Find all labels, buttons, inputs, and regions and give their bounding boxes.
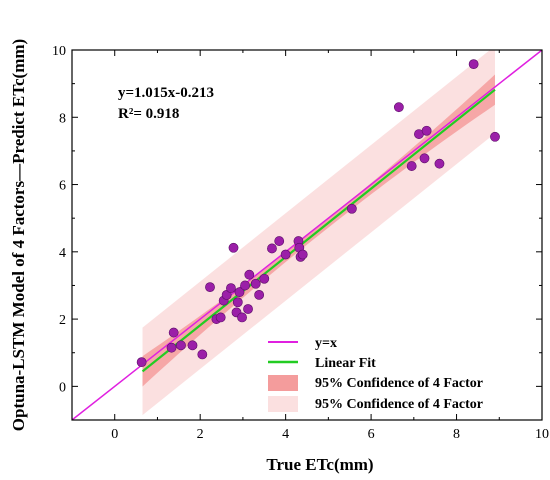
data-point: [406, 161, 417, 171]
y-tick-label: 4: [59, 246, 66, 261]
data-point: [228, 242, 239, 253]
equation-annotation: y=1.015x-0.213: [118, 85, 214, 101]
legend: y=x Linear Fit 95% Confidence of 4 Facto…: [268, 336, 483, 412]
data-point: [244, 269, 255, 280]
data-point: [136, 357, 147, 368]
y-tick-label: 0: [59, 380, 66, 395]
legend-swatch-prediction: [268, 396, 298, 412]
data-point: [226, 283, 236, 294]
data-point: [234, 287, 245, 298]
data-point: [187, 340, 198, 351]
legend-label-prediction: 95% Confidence of 4 Factor: [315, 397, 483, 412]
x-tick-label: 10: [535, 427, 549, 442]
r-squared-annotation: R²= 0.918: [118, 106, 179, 122]
data-point: [434, 158, 445, 169]
data-point: [490, 131, 500, 142]
x-tick-label: 2: [197, 427, 204, 442]
x-axis-title: True ETc(mm): [266, 455, 373, 474]
legend-swatch-confidence: [268, 375, 298, 391]
data-point: [232, 297, 243, 308]
linear-fit-line: [141, 88, 496, 373]
legend-label-identity: y=x: [315, 336, 337, 351]
y-axis-title: Optuna-LSTM Model of 4 Factors—Predict E…: [9, 39, 28, 431]
data-points: [136, 59, 500, 368]
data-point: [237, 312, 247, 323]
data-point: [243, 304, 253, 314]
data-point: [176, 340, 186, 351]
data-point: [297, 249, 308, 260]
legend-label-confidence: 95% Confidence of 4 Factor: [315, 376, 483, 391]
data-point: [250, 278, 261, 289]
plot-frame: [71, 49, 543, 421]
data-point: [468, 59, 479, 70]
data-point: [346, 203, 357, 214]
data-point: [254, 289, 265, 300]
x-tick-label: 4: [282, 427, 289, 442]
data-point: [421, 125, 432, 136]
data-point: [419, 153, 430, 164]
axis-ticks: 0 2 4 6 8 10 0 2 4 6 8 10: [52, 44, 549, 442]
y-tick-label: 8: [59, 111, 66, 126]
data-point: [166, 342, 177, 353]
data-point: [205, 282, 215, 293]
x-tick-label: 6: [368, 427, 375, 442]
data-point: [274, 236, 285, 246]
identity-line: [72, 50, 542, 420]
data-point: [168, 327, 179, 338]
data-point: [197, 349, 208, 360]
x-tick-label: 0: [111, 427, 118, 442]
data-point: [393, 102, 404, 113]
data-point: [259, 273, 270, 284]
data-point: [280, 249, 291, 260]
data-point: [267, 243, 277, 254]
y-tick-label: 10: [52, 44, 66, 59]
x-tick-label: 8: [453, 427, 460, 442]
y-tick-label: 6: [59, 179, 66, 194]
data-point: [215, 312, 226, 323]
y-tick-label: 2: [59, 313, 66, 328]
data-point: [240, 280, 250, 291]
legend-label-fit: Linear Fit: [315, 356, 376, 371]
